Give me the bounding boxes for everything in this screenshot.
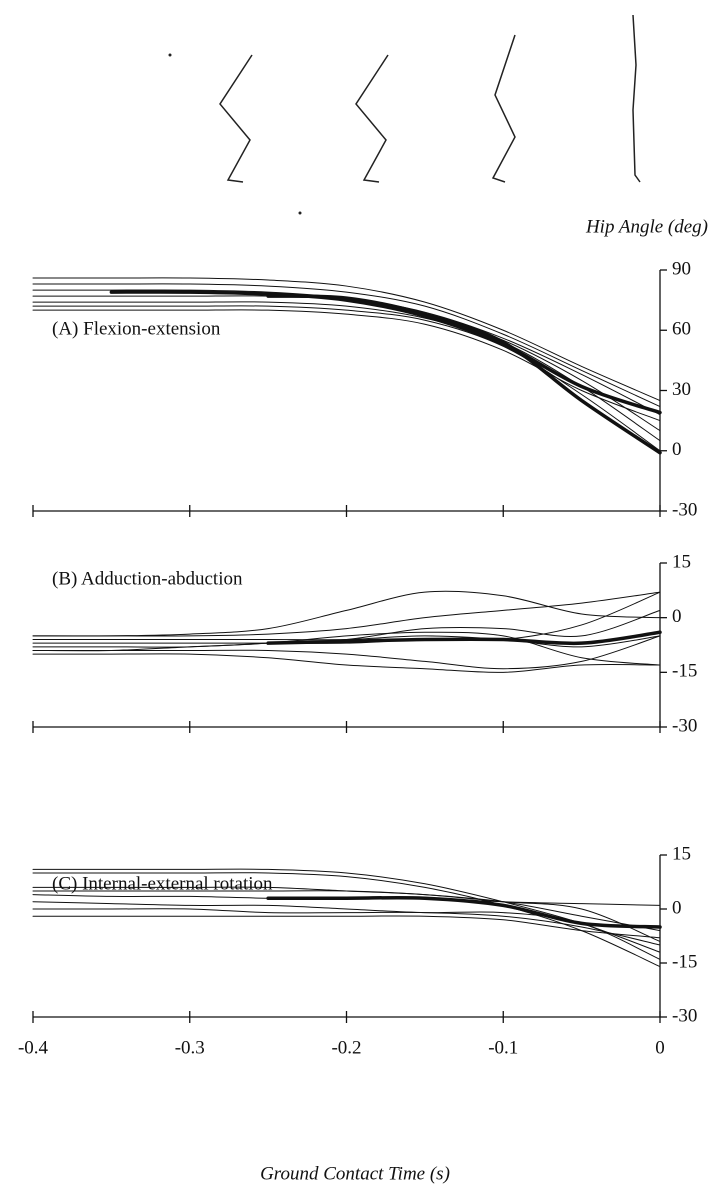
stick-figure	[491, 34, 516, 183]
y-axis-label: Hip Angle (deg)	[585, 216, 708, 237]
stick-figure	[219, 54, 253, 183]
series-line	[32, 591, 661, 637]
stick-figure	[632, 14, 641, 183]
series-line	[32, 277, 661, 402]
y-tick-label: 0	[672, 606, 682, 627]
series-line	[32, 635, 661, 670]
series-line	[32, 305, 661, 452]
y-tick-label: 15	[672, 843, 691, 864]
y-tick-label: -30	[672, 715, 697, 736]
speck	[168, 53, 172, 57]
stick-figure	[355, 54, 389, 183]
y-tick-label: 15	[672, 551, 691, 572]
series-line	[32, 886, 661, 942]
series-line	[32, 653, 661, 673]
panel-title: (A) Flexion-extension	[52, 318, 221, 339]
panel-title: (B) Adduction-abduction	[52, 568, 243, 589]
series-line	[32, 301, 661, 442]
x-tick-label: -0.4	[18, 1037, 49, 1058]
series-line	[266, 630, 662, 646]
x-tick-label: -0.2	[331, 1037, 361, 1058]
series-line	[32, 591, 661, 644]
x-tick-label: 0	[655, 1037, 665, 1058]
y-tick-label: -15	[672, 661, 697, 682]
series-line	[32, 915, 661, 939]
x-tick-label: -0.1	[488, 1037, 518, 1058]
series-line	[32, 890, 661, 932]
y-tick-label: 90	[672, 258, 691, 279]
series-line	[32, 868, 661, 953]
series-line	[32, 283, 661, 408]
y-tick-label: -30	[672, 1005, 697, 1026]
series-line	[32, 908, 661, 946]
series-line	[32, 609, 661, 648]
series-line	[32, 631, 661, 666]
series-line	[266, 895, 662, 929]
series-line	[32, 289, 661, 416]
y-tick-label: 60	[672, 319, 691, 340]
x-tick-label: -0.3	[175, 1037, 205, 1058]
y-tick-label: -30	[672, 499, 697, 520]
series-line	[109, 290, 662, 415]
y-tick-label: 30	[672, 379, 691, 400]
x-axis-label: Ground Contact Time (s)	[260, 1163, 450, 1184]
series-line	[32, 309, 661, 422]
y-tick-label: -15	[672, 951, 697, 972]
panel-title: (C) Internal-external rotation	[52, 873, 273, 894]
series-line	[266, 294, 662, 455]
stick-figures	[219, 14, 641, 183]
y-tick-label: 0	[672, 897, 682, 918]
speck	[298, 211, 302, 215]
y-tick-label: 0	[672, 439, 682, 460]
series-line	[32, 901, 661, 960]
